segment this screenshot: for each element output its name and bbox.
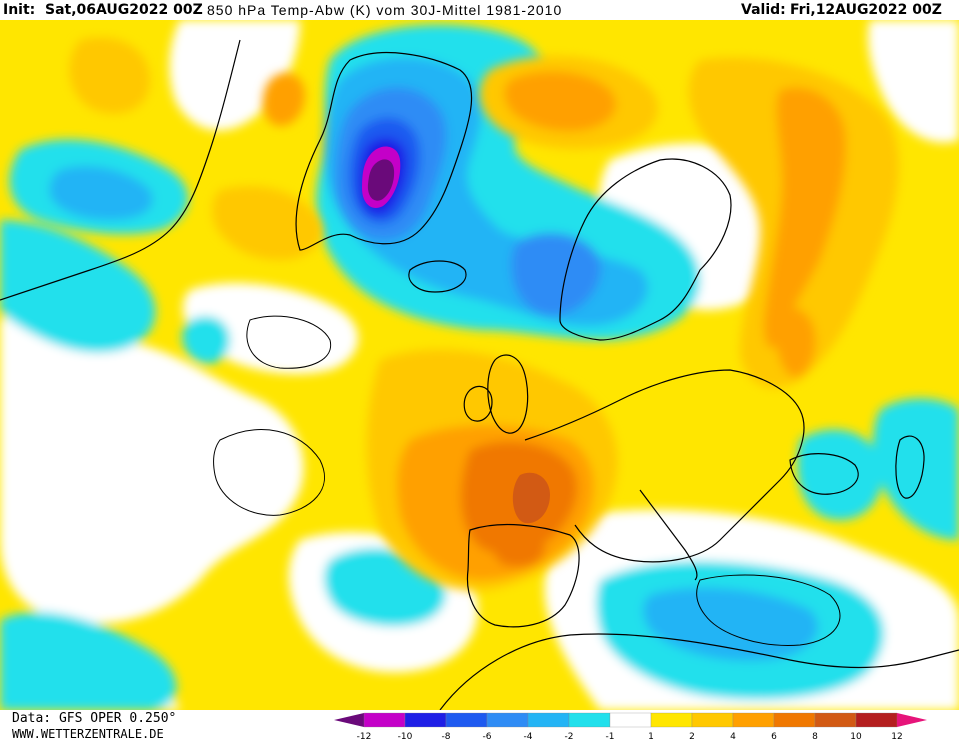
legend-tick-label: 4 — [730, 732, 736, 741]
temperature-anomaly-map — [0, 20, 959, 710]
warm-anomaly-arctic-north — [212, 186, 323, 260]
africa-coast — [439, 633, 959, 710]
map-header: Init: Sat,06AUG2022 00Z 850 hPa Temp-Abw… — [0, 0, 959, 20]
cold-anomaly-west-atlantic-core — [49, 166, 153, 220]
legend-tick-label: 12 — [891, 732, 902, 741]
near-normal-area-atlantic-west — [0, 307, 304, 624]
legend-tick-label: -12 — [357, 732, 372, 741]
legend-swatch — [404, 712, 447, 728]
coastlines — [0, 39, 959, 710]
warm-anomaly-ural — [763, 87, 846, 349]
legend-swatch — [773, 712, 816, 728]
legend-swatch — [732, 712, 775, 728]
legend-swatch — [609, 712, 652, 728]
legend-swatch — [814, 712, 857, 728]
legend-tick-label: 1 — [648, 732, 654, 741]
cold-anomaly-east — [873, 398, 959, 540]
website-label: WWW.WETTERZENTRALE.DE — [12, 727, 164, 741]
warm-anomaly-arctic-core — [262, 72, 305, 126]
cold-anomaly-greenland-record — [367, 159, 395, 201]
map-footer: Data: GFS OPER 0.250° WWW.WETTERZENTRALE… — [0, 710, 959, 741]
valid-label: Valid: — [741, 2, 786, 18]
legend-tick-label: -8 — [442, 732, 451, 741]
zero-contours — [213, 315, 841, 646]
color-legend: -12 -10 -8 -6 -4 -2 -1 1 2 4 6 8 10 12 — [334, 712, 927, 741]
init-label: Init: — [3, 2, 36, 18]
warm-anomaly-peak — [512, 472, 550, 524]
valid-value: Fri,12AUG2022 00Z — [790, 2, 942, 18]
legend-swatch — [445, 712, 488, 728]
iceland-coast — [408, 260, 467, 293]
cold-anomaly-mid-atlantic — [182, 316, 230, 364]
legend-swatch — [650, 712, 693, 728]
zero-contour-mediterranean — [696, 574, 841, 646]
legend-tick-label: 10 — [850, 732, 862, 741]
warm-anomaly-east-core — [775, 307, 816, 378]
black-sea-coast — [789, 453, 859, 495]
legend-tick-label: -4 — [524, 732, 533, 741]
north-america-coast — [0, 39, 241, 301]
legend-tick-label: 8 — [812, 732, 818, 741]
legend-swatch — [568, 712, 611, 728]
near-normal-area-north-east — [868, 20, 959, 143]
legend-swatch — [486, 712, 529, 728]
warm-anomaly-west — [69, 37, 150, 114]
iberia-coast — [466, 523, 580, 628]
legend-swatch — [363, 712, 406, 728]
ireland-coast — [463, 385, 493, 422]
cold-anomaly-norwegian-sea — [511, 232, 601, 316]
legend-swatch — [527, 712, 570, 728]
warm-anomaly-biscay — [492, 518, 545, 567]
legend-tick-label: -10 — [398, 732, 413, 741]
legend-tick-label: -1 — [606, 732, 615, 741]
cold-anomaly-canada — [0, 220, 156, 353]
italy-coast — [639, 489, 698, 581]
british-isles-coast — [487, 354, 529, 434]
greenland-coast — [295, 51, 473, 251]
caspian-coast — [895, 435, 925, 499]
cold-anomaly-caspian — [797, 429, 883, 520]
cold-anomaly-mediterranean-core — [643, 587, 818, 661]
zero-contour-atlantic — [213, 429, 325, 516]
scandinavia-coast — [559, 158, 732, 341]
cold-anomaly-south-atlantic — [0, 611, 177, 710]
legend-arrow-high — [897, 713, 927, 727]
legend-tick-label: -2 — [565, 732, 574, 741]
europe-coast — [524, 369, 805, 563]
legend-arrow-low — [334, 713, 364, 727]
zero-contour-north — [246, 315, 332, 369]
warm-anomaly-barents-core — [504, 71, 616, 132]
legend-tick-label: -6 — [483, 732, 492, 741]
init-value: Sat,06AUG2022 00Z — [45, 2, 203, 18]
legend-tick-label: 6 — [771, 732, 777, 741]
legend-swatch — [855, 712, 898, 728]
legend-tick-label: 2 — [689, 732, 695, 741]
data-source-label: Data: GFS OPER 0.250° — [12, 711, 177, 726]
map-title: 850 hPa Temp-Abw (K) vom 30J-Mittel 1981… — [207, 2, 563, 18]
legend-swatch — [691, 712, 734, 728]
